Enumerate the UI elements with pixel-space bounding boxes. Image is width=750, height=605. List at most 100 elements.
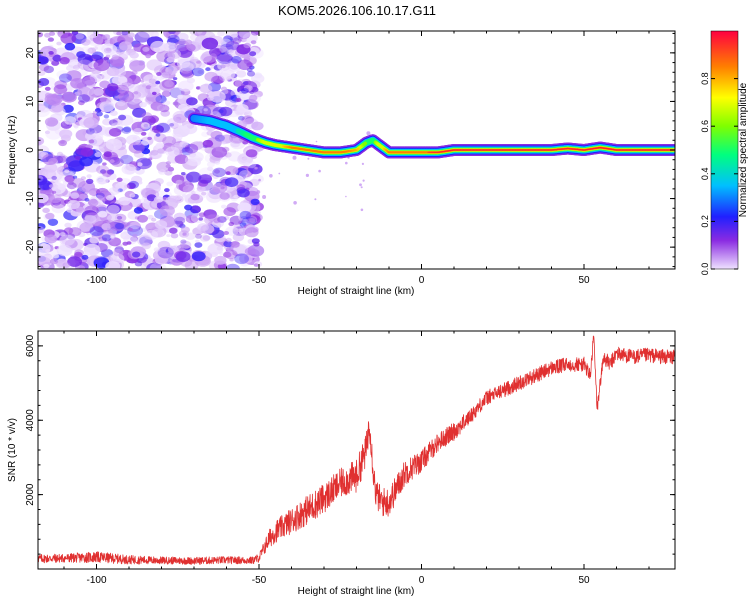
spectrogram-noise-blob bbox=[345, 162, 348, 165]
spectrogram-noise-blob bbox=[45, 213, 54, 220]
spectrogram-noise-blob bbox=[125, 97, 132, 102]
spectrogram-noise-blob bbox=[113, 249, 123, 256]
colorbar-tick-label: 0.0 bbox=[700, 263, 710, 276]
spectrogram-noise-blob bbox=[90, 190, 95, 194]
spectrogram-noise-blob bbox=[69, 227, 82, 236]
colorbar-tick-label: 0.8 bbox=[700, 72, 710, 85]
spectrogram-noise-blob bbox=[102, 162, 107, 165]
spectrogram-noise-blob bbox=[210, 53, 216, 58]
spectrogram-noise-blob bbox=[194, 242, 202, 248]
spectrogram-noise-blob bbox=[135, 140, 142, 145]
spectrogram-noise-blob bbox=[236, 104, 248, 113]
spectrogram-noise-blob bbox=[198, 217, 203, 220]
spectrogram-noise-blob bbox=[133, 128, 142, 135]
spectrogram-noise-blob bbox=[105, 40, 111, 44]
spectrogram-noise-blob bbox=[118, 115, 126, 121]
spectrogram-noise-blob bbox=[73, 176, 77, 179]
spectrogram-noise-blob bbox=[107, 83, 118, 91]
y-tick-label: 6000 bbox=[25, 334, 36, 357]
spectrogram-noise-blob bbox=[226, 238, 232, 242]
spectrogram-noise-blob bbox=[152, 228, 165, 237]
spectrogram-noise-blob bbox=[110, 159, 115, 163]
spectrogram-noise-blob bbox=[243, 43, 251, 48]
spectrogram-noise-blob bbox=[269, 174, 273, 178]
spectrogram-noise-blob bbox=[215, 135, 225, 142]
spectrogram-noise-blob bbox=[104, 114, 109, 118]
spectrogram-noise-blob bbox=[230, 32, 238, 38]
spectrogram-noise-blob bbox=[87, 34, 104, 46]
colorbar-gradient bbox=[711, 31, 738, 269]
spectrogram-noise-blob bbox=[132, 234, 137, 238]
y-tick-label: 4000 bbox=[25, 409, 36, 432]
spectrogram-noise-blob bbox=[106, 195, 114, 201]
spectrogram-noise-blob bbox=[212, 168, 225, 178]
spectrogram-noise-blob bbox=[246, 149, 258, 157]
spectrogram-noise-blob bbox=[47, 95, 62, 106]
spectrogram-noise-blob bbox=[67, 182, 77, 189]
spectrogram-noise-blob bbox=[183, 185, 195, 194]
spectrogram-noise-blob bbox=[59, 57, 69, 64]
spectrogram-noise-blob bbox=[191, 194, 200, 201]
spectrogram-noise-blob bbox=[200, 84, 213, 93]
spectrogram-noise-blob bbox=[134, 91, 138, 94]
spectrogram-noise-blob bbox=[113, 97, 118, 101]
spectrogram-noise-blob bbox=[128, 228, 133, 231]
colorbar-tick-label: 0.2 bbox=[700, 215, 710, 228]
spectrogram-noise-blob bbox=[118, 197, 130, 206]
spectrogram-noise-blob bbox=[181, 125, 188, 130]
spectrogram-noise-blob bbox=[34, 106, 50, 117]
spectrogram-noise-blob bbox=[112, 55, 119, 60]
spectrogram-noise-blob bbox=[220, 186, 224, 189]
spectrogram-noise-blob bbox=[221, 205, 227, 209]
spectrogram-noise-blob bbox=[241, 88, 249, 94]
spectrogram-noise-blob bbox=[168, 35, 180, 44]
spectrogram-y-label: Frequency (Hz) bbox=[7, 116, 18, 185]
spectrogram-noise-blob bbox=[192, 68, 204, 77]
spectrogram-noise-blob bbox=[90, 195, 106, 206]
spectrogram-noise-blob bbox=[190, 57, 198, 63]
spectrogram-noise-blob bbox=[49, 194, 61, 203]
spectrogram-noise-blob bbox=[204, 108, 208, 111]
spectrogram-noise-blob bbox=[78, 265, 86, 270]
spectrogram-noise-blob bbox=[195, 234, 202, 239]
spectrogram-noise-blob bbox=[105, 261, 120, 272]
spectrogram-noise-blob bbox=[89, 88, 104, 98]
spectrogram-noise-blob bbox=[106, 55, 111, 58]
spectrogram-noise-blob bbox=[45, 117, 58, 126]
spectrogram-noise-blob bbox=[363, 180, 365, 182]
spectrogram-noise-blob bbox=[176, 251, 191, 262]
spectrogram-noise-blob bbox=[118, 77, 127, 83]
x-tick-label: 0 bbox=[419, 275, 425, 286]
spectrogram-noise-blob bbox=[59, 73, 72, 82]
spectrogram-noise-blob bbox=[251, 40, 257, 44]
spectrogram-noise-blob bbox=[366, 131, 370, 135]
spectrogram-noise-blob bbox=[115, 223, 124, 230]
spectrogram-noise-blob bbox=[165, 196, 179, 206]
spectrogram-noise-blob bbox=[217, 31, 225, 37]
spectrogram-noise-blob bbox=[249, 218, 255, 223]
y-tick-label: -20 bbox=[25, 239, 36, 254]
spectrogram-noise-blob bbox=[101, 44, 117, 55]
spectrogram-noise-blob bbox=[180, 240, 186, 244]
spectrogram-noise-blob bbox=[166, 234, 170, 237]
colorbar: 0.00.20.40.60.8 Normalized spectral ampl… bbox=[700, 31, 749, 275]
spectrogram-noise-blob bbox=[84, 215, 96, 224]
spectrogram-noise-blob bbox=[207, 243, 223, 254]
spectrogram-image bbox=[31, 26, 675, 275]
spectrogram-noise-blob bbox=[177, 180, 184, 185]
spectrogram-noise-blob bbox=[81, 148, 94, 157]
spectrogram-noise-blob bbox=[245, 227, 259, 237]
spectrogram-noise-blob bbox=[79, 157, 93, 167]
spectrogram-noise-blob bbox=[253, 175, 264, 183]
spectrogram-noise-blob bbox=[205, 67, 210, 71]
spectrogram-noise-blob bbox=[209, 265, 214, 269]
spectrogram-noise-blob bbox=[89, 237, 99, 244]
spectrogram-noise-blob bbox=[129, 60, 145, 71]
spectrogram-noise-blob bbox=[244, 162, 250, 166]
spectrogram-noise-blob bbox=[219, 46, 227, 52]
spectrogram-noise-blob bbox=[235, 98, 241, 102]
spectrogram-noise-blob bbox=[178, 81, 194, 92]
x-tick-label: -50 bbox=[252, 275, 267, 286]
